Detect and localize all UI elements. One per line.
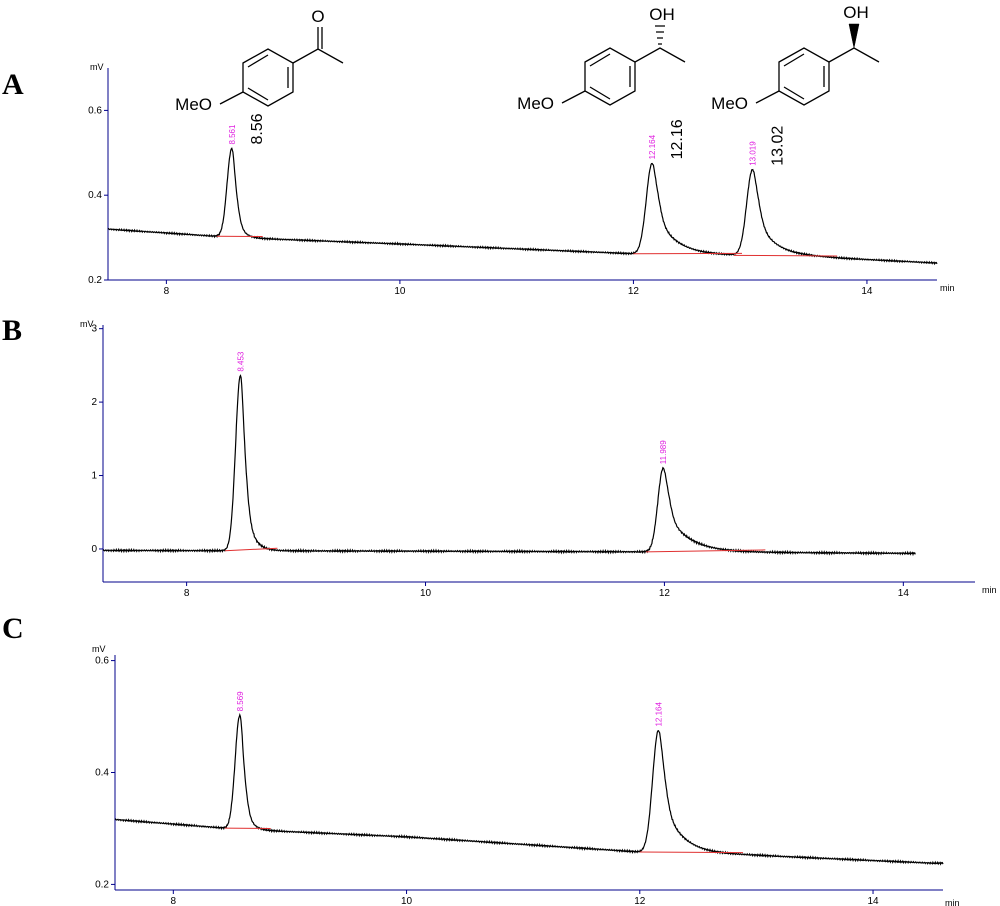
panel-letter-b: B xyxy=(2,314,22,347)
peak-retention-label: 8.453 xyxy=(236,351,245,372)
x-tick-label: 12 xyxy=(628,286,640,297)
peak-annotation: 8.56 xyxy=(249,113,266,144)
y-tick-label: 0.4 xyxy=(95,768,109,779)
peak-retention-label: 8.569 xyxy=(236,691,245,712)
y-tick-label: 0.6 xyxy=(88,105,102,116)
y-tick-label: 3 xyxy=(91,324,97,335)
x-unit-a: min xyxy=(940,283,955,293)
integration-baseline xyxy=(733,254,838,257)
peak-retention-label: 8.561 xyxy=(228,124,237,145)
x-tick-label: 10 xyxy=(420,588,432,599)
panel-a: A mV min 8 10 12 14 0.2 0.4 0.6 8.561 8.56 12.164… xyxy=(2,3,955,297)
methoxy-label-2: MeO xyxy=(517,94,554,113)
chromatogram-trace xyxy=(114,712,944,866)
x-tick-label: 10 xyxy=(401,896,413,906)
plot-a: 8 10 12 14 0.2 0.4 0.6 8.561 8.56 12.164 12.16 13.0… xyxy=(88,68,938,297)
y-tick-label: 0.4 xyxy=(88,190,102,201)
panel-letter-c: C xyxy=(2,612,24,645)
methoxy-bond xyxy=(755,90,780,104)
benzene-ring xyxy=(584,47,636,106)
x-tick-label: 8 xyxy=(164,286,170,297)
benzene-ring xyxy=(242,48,294,107)
hydroxyl-label-1: OH xyxy=(649,5,675,24)
chromatogram-trace xyxy=(107,147,938,266)
solid-wedge-bond xyxy=(848,23,860,49)
x-tick-label: 14 xyxy=(898,588,910,599)
peak-retention-label: 13.019 xyxy=(749,141,758,166)
methoxy-bond xyxy=(219,91,244,105)
y-unit-b: mV xyxy=(80,319,94,329)
x-tick-label: 14 xyxy=(867,896,879,906)
ketone-bonds xyxy=(292,27,344,64)
peak-annotation: 13.02 xyxy=(770,126,787,166)
x-tick-label: 8 xyxy=(184,588,190,599)
benzene-ring xyxy=(778,47,830,106)
aromatic-double-bonds xyxy=(247,54,289,101)
panel-c: C mV min 8 10 12 14 0.2 0.4 0.6 8.569 12.164 xyxy=(2,612,960,906)
x-tick-label: 10 xyxy=(394,286,406,297)
y-tick-label: 0.2 xyxy=(88,275,102,286)
aromatic-double-bonds xyxy=(589,53,631,100)
carbinol-bonds xyxy=(634,47,686,63)
y-unit-c: mV xyxy=(92,644,106,654)
x-unit-c: min xyxy=(945,898,960,906)
structure-methoxyacetophenone: O MeO xyxy=(175,7,344,114)
integration-baseline xyxy=(225,547,278,552)
peak-annotation: 12.16 xyxy=(669,119,686,159)
hydroxyl-label-2: OH xyxy=(843,3,869,22)
structure-alcohol-2: OH MeO xyxy=(711,3,880,113)
methoxy-bond xyxy=(561,90,586,104)
integration-baseline xyxy=(646,549,766,553)
x-unit-b: min xyxy=(982,585,997,595)
y-tick-label: 0 xyxy=(91,544,97,555)
y-tick-label: 1 xyxy=(91,471,97,482)
aromatic-double-bonds xyxy=(783,53,825,100)
plot-c: 8 10 12 14 0.2 0.4 0.6 8.569 12.164 xyxy=(95,655,944,906)
x-tick-label: 12 xyxy=(634,896,646,906)
y-tick-label: 0.2 xyxy=(95,879,109,890)
integration-baseline xyxy=(639,851,744,854)
peak-retention-label: 12.164 xyxy=(648,134,657,159)
x-tick-label: 12 xyxy=(659,588,671,599)
hashed-wedge-bond xyxy=(655,25,665,45)
panel-letter-a: A xyxy=(2,68,24,101)
chromatogram-trace xyxy=(102,374,916,557)
x-tick-label: 8 xyxy=(171,896,177,906)
carbinol-bonds xyxy=(828,47,880,63)
structure-alcohol-1: OH MeO xyxy=(517,5,686,113)
peak-retention-label: 12.164 xyxy=(654,702,663,727)
peak-retention-label: 11.989 xyxy=(659,440,668,464)
y-unit-a: mV xyxy=(90,62,104,72)
y-tick-label: 2 xyxy=(91,397,97,408)
methoxy-label-3: MeO xyxy=(711,94,748,113)
y-tick-label: 0.6 xyxy=(95,656,109,667)
carbonyl-oxygen-label: O xyxy=(311,7,324,26)
x-tick-label: 14 xyxy=(861,286,873,297)
methoxy-label-1: MeO xyxy=(175,95,212,114)
